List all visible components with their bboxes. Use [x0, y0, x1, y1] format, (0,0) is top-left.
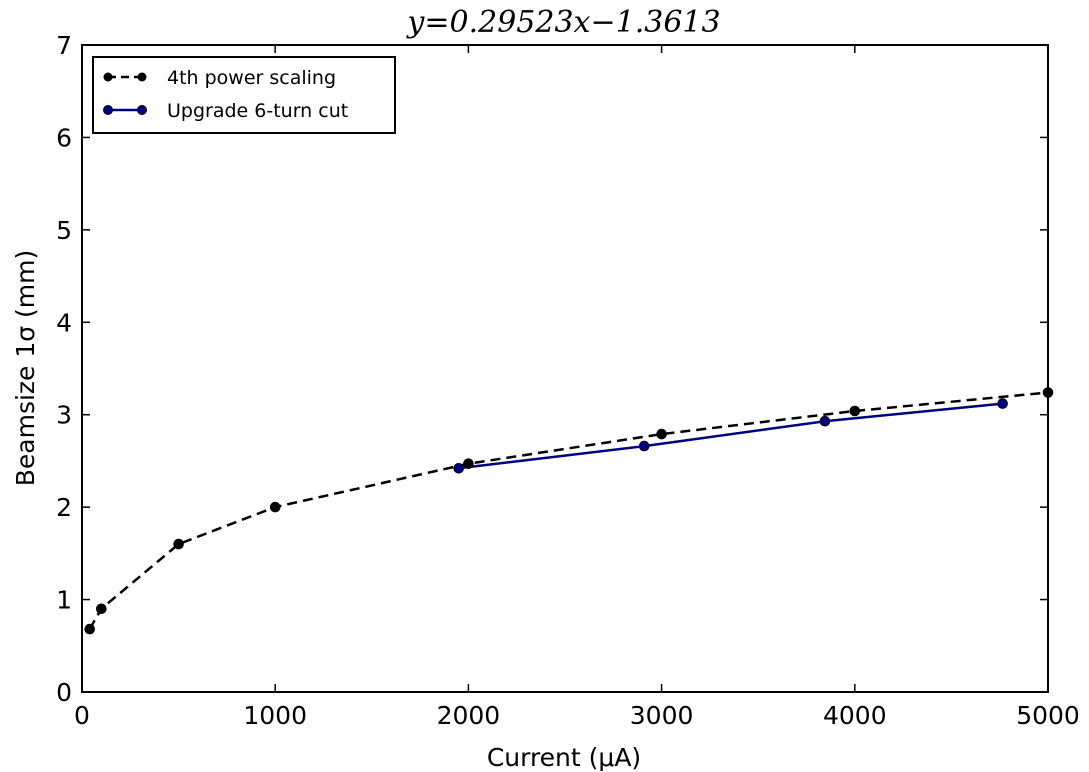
data-point-series-0 [84, 623, 95, 635]
legend-swatch-marker-1 [103, 105, 113, 115]
y-tick-label: 4 [56, 308, 72, 337]
y-axis-label: Beamsize 1σ (mm) [11, 250, 40, 487]
data-point-series-1 [638, 440, 650, 452]
series-line-1 [458, 402, 1003, 470]
y-tick-label: 3 [56, 401, 72, 430]
data-point-series-1 [819, 415, 831, 427]
plot-frame [81, 44, 1049, 693]
data-point-series-1 [997, 398, 1008, 409]
series-line-0 [88, 391, 1048, 630]
data-point-series-0 [96, 603, 107, 615]
x-tick-label: 3000 [630, 701, 694, 730]
legend-label-1: Upgrade 6-turn cut [167, 100, 348, 122]
data-point-series-0 [173, 538, 184, 550]
legend-label-0: 4th power scaling [167, 67, 336, 89]
plot-area [82, 45, 1048, 692]
data-point-series-0 [656, 428, 667, 440]
data-point-series-0 [849, 405, 861, 417]
y-tick-label: 7 [56, 31, 72, 60]
data-point-series-0 [269, 501, 281, 513]
chart-title: y=0.29523x−1.3613 [405, 5, 720, 40]
x-tick-label: 1000 [243, 701, 307, 730]
x-tick-label: 2000 [437, 701, 501, 730]
x-tick-label: 0 [74, 701, 90, 730]
x-tick-label: 4000 [823, 701, 887, 730]
y-tick-label: 5 [56, 216, 72, 245]
y-tick-label: 0 [56, 678, 72, 707]
data-point-series-1 [453, 463, 465, 474]
legend-swatch-marker-0b [137, 72, 147, 82]
x-tick-label: 5000 [1016, 701, 1080, 730]
legend-swatch-marker-1b [137, 105, 147, 115]
y-tick-label: 6 [56, 123, 72, 152]
y-tick-label: 2 [56, 493, 72, 522]
data-point-series-0 [463, 458, 474, 470]
x-axis-label: Current (μA) [487, 743, 641, 772]
legend-swatch-marker-0 [103, 72, 113, 82]
legend: 4th power scaling Upgrade 6-turn cut [92, 56, 396, 134]
legend-box [92, 56, 396, 134]
y-tick-label: 1 [56, 586, 72, 615]
